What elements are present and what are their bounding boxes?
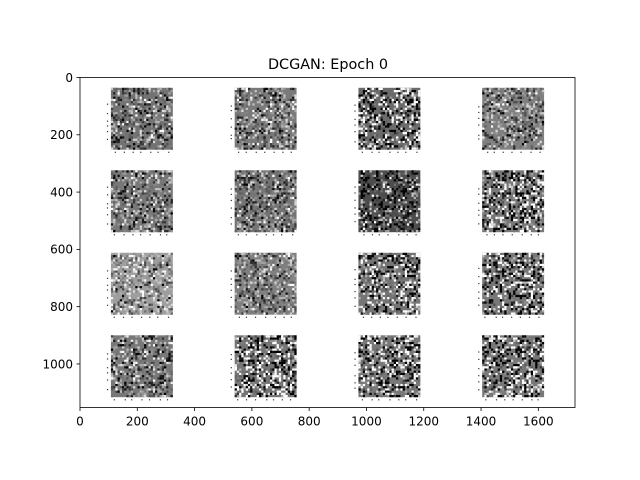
- x-tick-label: 200: [126, 415, 149, 429]
- y-axis: 0 200 400 600 800 1000: [42, 71, 80, 371]
- generated-image-r0-c0: [106, 87, 173, 153]
- y-tick-label: 600: [50, 243, 73, 257]
- y-tick-label: 400: [50, 185, 73, 199]
- generated-image-r1-c2: [354, 170, 421, 236]
- generated-image-r3-c2: [354, 335, 421, 401]
- generated-image-r1-c0: [106, 170, 173, 236]
- x-tick-label: 1400: [466, 415, 497, 429]
- generated-image-r2-c0: [106, 252, 173, 318]
- x-tick-label: 800: [298, 415, 321, 429]
- generated-image-r3-c1: [230, 335, 297, 401]
- generated-image-r0-c1: [230, 87, 297, 153]
- generated-image-r2-c2: [354, 252, 421, 318]
- generated-image-r1-c1: [230, 170, 297, 236]
- x-tick-label: 0: [76, 415, 84, 429]
- generated-image-r2-c1: [230, 252, 297, 318]
- x-tick-label: 1000: [351, 415, 382, 429]
- generated-image-r2-c3: [478, 252, 545, 318]
- x-tick-label: 1600: [523, 415, 554, 429]
- chart-title: DCGAN: Epoch 0: [268, 57, 388, 73]
- image-grid: [106, 87, 545, 401]
- generated-image-r3-c0: [106, 335, 173, 401]
- generated-image-r0-c3: [478, 87, 545, 153]
- generated-image-r1-c3: [478, 170, 545, 236]
- x-tick-label: 1200: [408, 415, 439, 429]
- axes-frame: [79, 77, 576, 408]
- generated-image-r3-c3: [478, 335, 545, 401]
- x-tick-label: 400: [183, 415, 206, 429]
- y-tick-label: 200: [50, 128, 73, 142]
- x-tick-label: 600: [240, 415, 263, 429]
- generated-image-r0-c2: [354, 87, 421, 153]
- y-tick-label: 1000: [42, 357, 73, 371]
- y-tick-label: 800: [50, 300, 73, 314]
- x-axis: 0 200 400 600 800 1000 1200 1400 1600: [76, 407, 554, 429]
- y-tick-label: 0: [65, 71, 73, 85]
